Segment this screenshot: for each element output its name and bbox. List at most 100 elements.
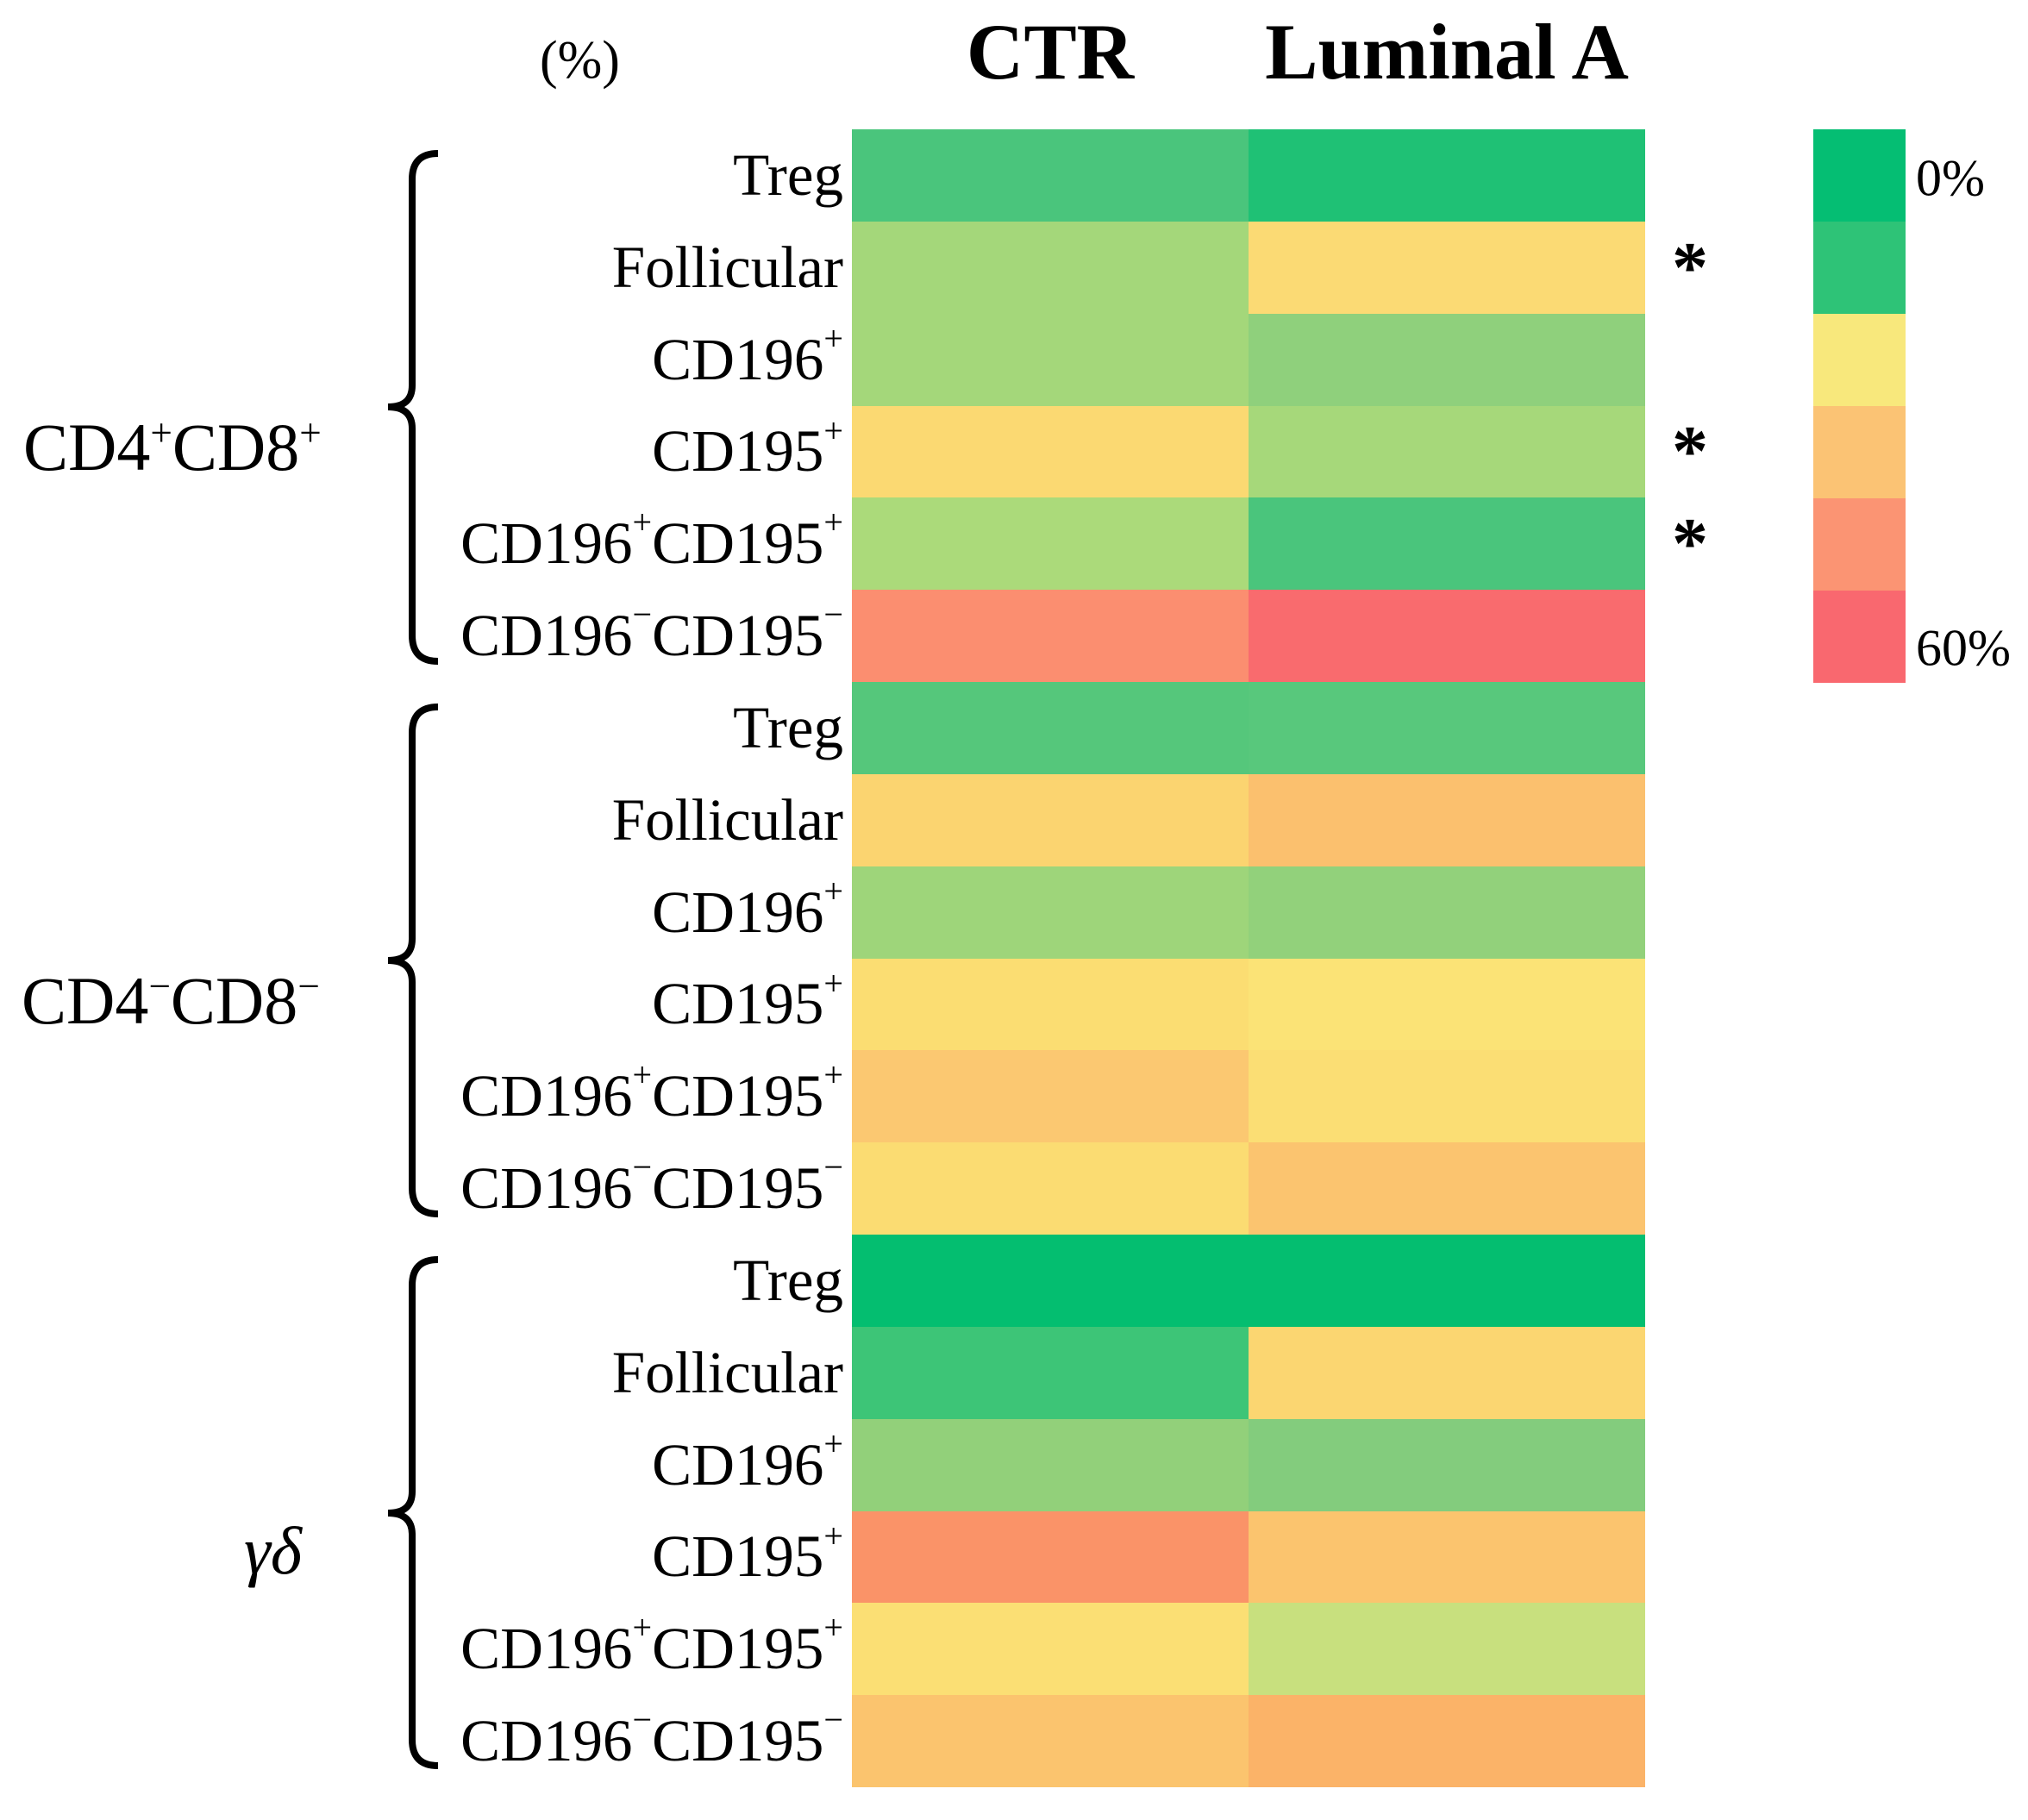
- cell-luminal-a-cd196+: [1249, 866, 1645, 959]
- superscript: +: [823, 1055, 843, 1095]
- row-label-follicular: Follicular: [0, 774, 843, 866]
- legend-color-block-0: [1813, 129, 1906, 222]
- cell-ctr-cd196+: [852, 1418, 1249, 1511]
- row-label-cd196+cd195+: CD196 + CD195 +: [0, 1603, 843, 1695]
- row-label-follicular: Follicular: [0, 1327, 843, 1419]
- cell-luminal-a-treg: [1249, 682, 1645, 774]
- row-label-treg: Treg: [0, 1235, 843, 1327]
- row-label-cd196-cd195-: CD196− CD195−: [0, 1695, 843, 1787]
- label-text: Treg: [733, 1247, 843, 1313]
- superscript: +: [823, 318, 843, 358]
- cell-ctr-cd196+cd195+: [852, 1603, 1249, 1696]
- label-text: CD196: [460, 1616, 633, 1682]
- legend-min-label: 0%: [1916, 149, 1985, 207]
- row-label-follicular: Follicular: [0, 222, 843, 314]
- superscript: +: [823, 1516, 843, 1555]
- superscript: −: [632, 595, 653, 635]
- superscript: +: [632, 1055, 653, 1095]
- cell-luminal-a-cd196-cd195-: [1249, 1142, 1645, 1235]
- cell-luminal-a-cd195+: [1249, 405, 1645, 498]
- cell-luminal-a-treg: [1249, 129, 1645, 222]
- label-text: CD196: [460, 603, 633, 669]
- cell-luminal-a-cd196+: [1249, 1418, 1645, 1511]
- label-text: Treg: [733, 141, 843, 208]
- row-label-cd195+: CD195 +: [0, 1511, 843, 1604]
- cell-luminal-a-cd195+: [1249, 1510, 1645, 1604]
- label-text: CD195: [652, 603, 824, 669]
- group-label-cd4pos-cd8pos: CD4+CD8+: [23, 409, 322, 486]
- group-label-gamma-delta: γδ: [244, 1512, 302, 1590]
- cell-ctr-follicular: [852, 221, 1249, 314]
- row-label-cd196+cd195+: CD196 + CD195 +: [0, 1050, 843, 1142]
- superscript: −: [823, 595, 843, 635]
- superscript: +: [823, 410, 843, 450]
- superscript: +: [823, 503, 843, 542]
- row-label-cd196-cd195-: CD196− CD195−: [0, 590, 843, 682]
- superscript: −: [148, 964, 171, 1008]
- label-text: CD195: [652, 971, 824, 1037]
- label-text: Follicular: [611, 234, 843, 300]
- cell-luminal-a-cd196+cd195+: [1249, 1603, 1645, 1696]
- label-text: CD196: [460, 1708, 633, 1774]
- cell-ctr-follicular: [852, 773, 1249, 866]
- legend-max-label: 60%: [1916, 619, 2011, 677]
- cell-luminal-a-follicular: [1249, 773, 1645, 866]
- label-text: Follicular: [611, 786, 843, 853]
- row-label-treg: Treg: [0, 682, 843, 774]
- label-text: γδ: [244, 1513, 302, 1588]
- superscript: +: [632, 503, 653, 542]
- cell-luminal-a-follicular: [1249, 221, 1645, 314]
- row-label-cd196+: CD196 +: [0, 314, 843, 406]
- legend-color-block-4: [1813, 498, 1906, 591]
- label-text: CD8: [170, 963, 298, 1038]
- cell-luminal-a-cd196+: [1249, 313, 1645, 406]
- heatmap-grid: [852, 129, 1645, 1787]
- superscript: +: [632, 1608, 653, 1648]
- asterisk-cd196+cd195+: *: [1672, 503, 1708, 585]
- legend-color-block-1: [1813, 222, 1906, 314]
- cell-ctr-cd196+cd195+: [852, 1050, 1249, 1143]
- cell-ctr-treg: [852, 129, 1249, 222]
- legend-color-block-3: [1813, 406, 1906, 498]
- label-text: CD196: [652, 326, 824, 392]
- label-text: CD195: [652, 1063, 824, 1129]
- brace-gamma-delta: [387, 1256, 439, 1769]
- cell-ctr-cd195+: [852, 1510, 1249, 1604]
- cell-ctr-cd196-cd195-: [852, 1695, 1249, 1787]
- cell-ctr-cd196+: [852, 866, 1249, 959]
- label-text: CD195: [652, 1155, 824, 1222]
- asterisk-follicular: *: [1672, 227, 1708, 308]
- label-text: Follicular: [611, 1339, 843, 1405]
- brace-cd4pos-cd8pos: [387, 150, 439, 665]
- row-label-cd196+: CD196 +: [0, 1419, 843, 1511]
- label-text: CD8: [172, 410, 300, 485]
- label-text: CD196: [652, 1431, 824, 1498]
- group-label-cd4neg-cd8neg: CD4−CD8−: [22, 962, 320, 1040]
- label-text: CD195: [652, 1708, 824, 1774]
- superscript: −: [823, 1148, 843, 1187]
- cell-ctr-follicular: [852, 1326, 1249, 1419]
- row-label-cd195+: CD195 +: [0, 959, 843, 1051]
- legend-color-block-5: [1813, 591, 1906, 683]
- superscript: +: [823, 1423, 843, 1463]
- superscript: −: [632, 1148, 653, 1187]
- label-text: CD196: [460, 510, 633, 577]
- cell-luminal-a-treg: [1249, 1235, 1645, 1327]
- superscript: −: [297, 964, 320, 1008]
- cell-ctr-treg: [852, 1235, 1249, 1327]
- cell-luminal-a-cd196-cd195-: [1249, 1695, 1645, 1787]
- cell-ctr-cd196+: [852, 313, 1249, 406]
- cell-ctr-treg: [852, 682, 1249, 774]
- brace-cd4neg-cd8neg: [387, 704, 439, 1217]
- superscript: +: [299, 410, 322, 454]
- superscript: +: [823, 963, 843, 1003]
- row-label-cd196+cd195+: CD196 + CD195 +: [0, 497, 843, 590]
- cell-luminal-a-follicular: [1249, 1326, 1645, 1419]
- column-header-ctr: CTR: [966, 8, 1135, 96]
- row-label-cd196-cd195-: CD196− CD195−: [0, 1142, 843, 1235]
- superscript: −: [632, 1700, 653, 1740]
- unit-label: (%): [540, 31, 620, 90]
- cell-ctr-cd195+: [852, 405, 1249, 498]
- label-text: CD195: [652, 1523, 824, 1590]
